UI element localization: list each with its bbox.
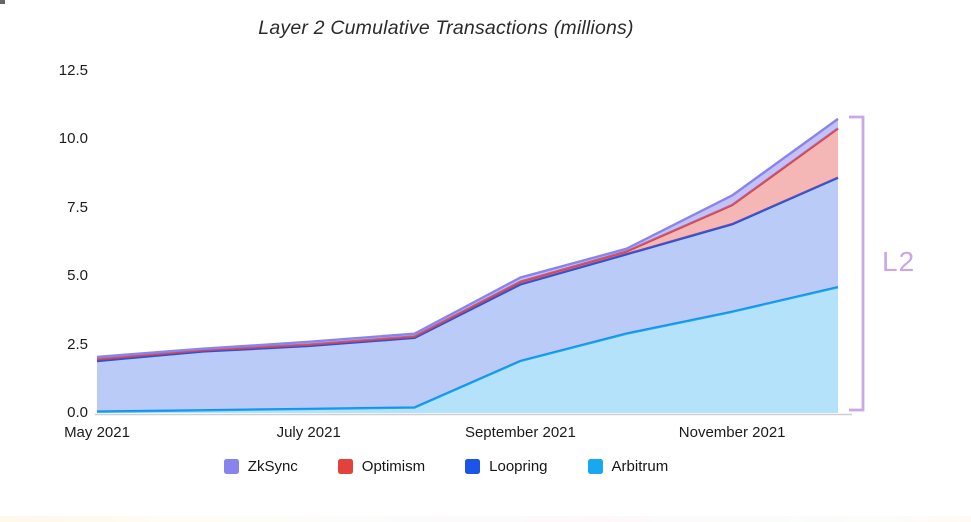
legend-item-arbitrum: Arbitrum: [587, 458, 669, 475]
l2-bracket: [849, 115, 865, 412]
y-tick-label: 12.5: [58, 62, 88, 79]
area-arbitrum: [97, 287, 838, 413]
y-tick-label: 5.0: [67, 267, 88, 285]
corner-artifact: [0, 0, 5, 4]
x-tick-label: November 2021: [678, 424, 786, 441]
area-loopring: [97, 177, 838, 412]
legend-swatch-zksync: [223, 459, 239, 474]
legend-item-optimism: Optimism: [337, 458, 426, 475]
legend-item-loopring: Loopring: [465, 458, 548, 475]
y-tick-label: 7.5: [67, 198, 88, 216]
legend-label-optimism: Optimism: [361, 458, 426, 475]
legend-swatch-optimism: [337, 459, 353, 474]
legend-swatch-loopring: [465, 459, 481, 474]
y-tick-label: 10.0: [58, 130, 88, 148]
legend: ZkSync Optimism Loopring Arbitrum: [0, 458, 892, 475]
line-arbitrum: [96, 285, 839, 413]
line-loopring: [96, 176, 839, 363]
x-tick-label: July 2021: [276, 424, 341, 441]
line-zksync: [96, 117, 839, 359]
legend-item-zksync: ZkSync: [223, 458, 298, 475]
x-tick-label: May 2021: [64, 424, 130, 441]
bottom-edge-artifact: [0, 516, 971, 522]
l2-bracket-label: L2: [882, 246, 916, 277]
legend-label-zksync: ZkSync: [247, 458, 298, 475]
y-tick-label: 2.5: [67, 335, 88, 353]
line-optimism: [96, 127, 839, 361]
chart-title: Layer 2 Cumulative Transactions (million…: [258, 17, 634, 39]
x-tick-label: September 2021: [464, 424, 576, 441]
y-tick-label: 0.0: [67, 404, 88, 421]
legend-swatch-arbitrum: [587, 459, 603, 474]
legend-label-arbitrum: Arbitrum: [611, 458, 669, 475]
legend-label-loopring: Loopring: [489, 458, 548, 475]
